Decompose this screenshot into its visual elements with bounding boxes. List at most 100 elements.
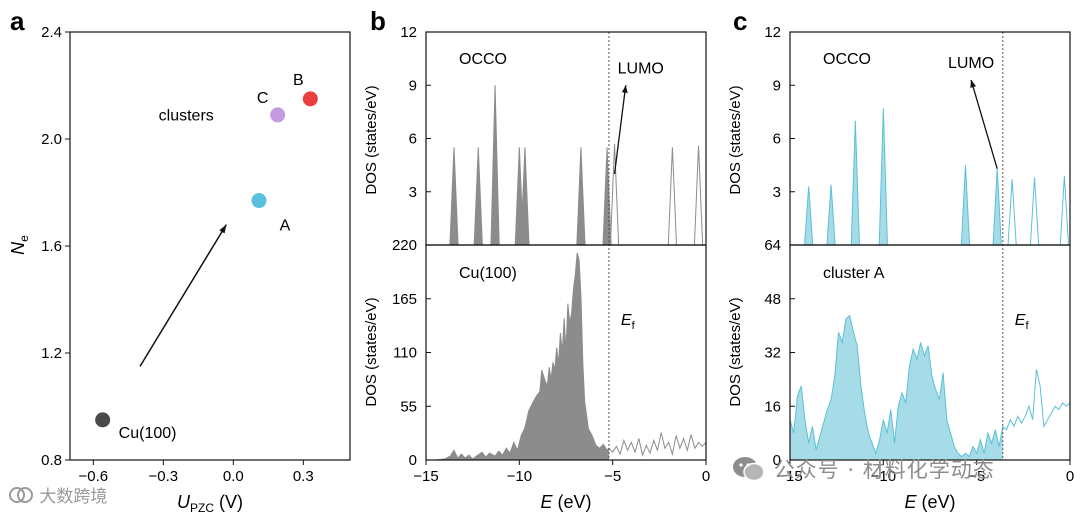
panel-label-b: b	[370, 6, 386, 36]
panel-label-c: c	[733, 6, 747, 36]
trend-arrow-head	[219, 224, 227, 234]
x-tick-label: −15	[413, 468, 438, 485]
subplot-title-bottom: Cu(100)	[459, 265, 517, 282]
x-tick-label-a: 0.0	[223, 468, 244, 485]
trend-arrow-line	[139, 224, 227, 367]
x-tick-label: −15	[777, 468, 802, 485]
fermi-label-sub: f	[1025, 320, 1029, 332]
dos-peak-occupied	[850, 120, 860, 246]
y-axis-label-a-sub: e	[17, 235, 31, 242]
watermark-right-text: 公众号 · 材料化学动态	[773, 458, 995, 482]
y-tick-label-bottom: 220	[392, 237, 417, 254]
point-label: C	[257, 90, 269, 107]
x-axis-label-main: E	[540, 492, 553, 512]
x-axis-label: E (eV)	[540, 492, 591, 512]
scatter-point-b	[302, 91, 318, 107]
dos-curve	[789, 314, 1071, 458]
dos-peak-occupied	[576, 147, 586, 246]
annotation-clusters: clusters	[159, 107, 214, 124]
y-tick-label-bottom: 32	[764, 345, 781, 362]
dos-peak-unoccupied	[1029, 177, 1040, 246]
dos-peak-unoccupied	[1007, 179, 1017, 246]
fermi-label-main: E	[621, 312, 632, 329]
dos-peak-occupied	[878, 108, 888, 246]
dos-peak-occupied	[992, 168, 1002, 246]
scatter-point-a	[251, 193, 267, 209]
y-tick-label-bottom: 110	[393, 345, 417, 362]
dos-peak-occupied	[520, 147, 530, 246]
wechat-icon	[732, 455, 766, 488]
y-tick-label-top: 9	[773, 77, 781, 94]
x-axis-label-unit: (eV)	[917, 492, 956, 512]
watermark-logo-icon	[8, 486, 34, 509]
fermi-label: Ef	[621, 312, 636, 332]
y-tick-label-a: 2.4	[41, 24, 62, 41]
point-label: A	[280, 218, 291, 235]
y-axis-label-a-main: N	[8, 241, 28, 255]
y-tick-label-bottom: 165	[392, 291, 417, 308]
watermark-left-text: 大数跨境	[39, 487, 108, 507]
panel-label-a: a	[10, 6, 25, 36]
x-axis-label-a-sub: PZC	[190, 501, 214, 515]
y-tick-label-top: 3	[773, 184, 781, 201]
dos-peak-unoccupied	[667, 147, 678, 246]
lumo-label: LUMO	[618, 60, 664, 77]
scatter-point-c	[270, 107, 286, 123]
watermark-left: 大数跨境	[8, 482, 107, 509]
y-tick-label-a: 0.8	[41, 452, 62, 469]
dos-peak-occupied	[449, 147, 459, 246]
y-axis-label-bottom: DOS (states/eV)	[727, 297, 744, 406]
y-tick-label-top: 9	[409, 77, 417, 94]
y-tick-label-bottom: 48	[764, 291, 781, 308]
dos-peak-occupied	[490, 85, 500, 246]
panel-c-dos: 3 6 9 12 0 16 32 48 64 −15 −10 −5 0 E (eV) DOS (states…	[727, 24, 1074, 512]
y-tick-label-bottom: 64	[764, 237, 781, 254]
y-tick-label-bottom: 0	[409, 452, 417, 469]
lumo-arrow-head	[970, 79, 977, 88]
watermark-right: 公众号 · 材料化学动态	[732, 454, 995, 488]
y-tick-label-top: 12	[764, 24, 781, 41]
y-axis-label-top: DOS (states/eV)	[727, 85, 744, 194]
fermi-label-main: E	[1015, 312, 1026, 329]
subplot-title-bottom: cluster A	[823, 265, 885, 282]
y-axis-label-bottom: DOS (states/eV)	[363, 297, 380, 406]
point-label: Cu(100)	[119, 425, 177, 442]
dos-area-occupied	[790, 315, 1003, 460]
point-label: B	[293, 72, 304, 89]
x-tick-label: 0	[702, 468, 710, 485]
lumo-arrow-line	[613, 85, 627, 175]
panel-b-dos: 3 6 9 12 0 55 110 165 220 −15 −10 −5 0 E (eV) DOS (sta…	[363, 24, 710, 512]
x-tick-label-a: −0.3	[149, 468, 179, 485]
y-tick-label-bottom: 0	[773, 452, 781, 469]
dos-area-occupied	[426, 252, 609, 460]
dos-peak-occupied	[473, 147, 483, 246]
y-tick-label-top: 3	[409, 184, 417, 201]
y-tick-label-top: 12	[400, 24, 417, 41]
x-tick-label: −10	[507, 468, 532, 485]
x-tick-label: −5	[968, 468, 985, 485]
panel-a-scatter: −0.6 −0.3 0.0 0.3 0.8 1.2 1.6 2.0 2.4 UPZC (V) Ne C…	[8, 24, 351, 515]
x-tick-label: −5	[604, 468, 621, 485]
x-tick-label: −10	[871, 468, 896, 485]
y-tick-label-a: 2.0	[41, 131, 62, 148]
lumo-label: LUMO	[948, 55, 994, 72]
dos-peak-unoccupied	[1059, 175, 1070, 246]
y-tick-label-a: 1.6	[41, 238, 62, 255]
subplot-title-top: OCCO	[459, 51, 507, 68]
x-tick-label-a: −0.6	[79, 468, 109, 485]
x-tick-label: 0	[1066, 468, 1074, 485]
y-axis-label-a: Ne	[8, 235, 31, 255]
dos-peak-occupied	[602, 147, 612, 246]
dos-peak-occupied	[960, 165, 971, 246]
x-axis-label-a-main: U	[177, 492, 191, 512]
dos-peak-unoccupied	[693, 145, 704, 246]
y-tick-label-top: 6	[409, 131, 417, 148]
lumo-arrow-head	[621, 85, 628, 93]
y-tick-label-bottom: 16	[764, 398, 781, 415]
x-axis-label-main: E	[904, 492, 917, 512]
dos-peak-occupied	[826, 184, 836, 246]
dos-peak-unoccupied	[609, 143, 620, 246]
subplot-title-top: OCCO	[823, 51, 871, 68]
dos-peak-occupied	[804, 186, 814, 246]
